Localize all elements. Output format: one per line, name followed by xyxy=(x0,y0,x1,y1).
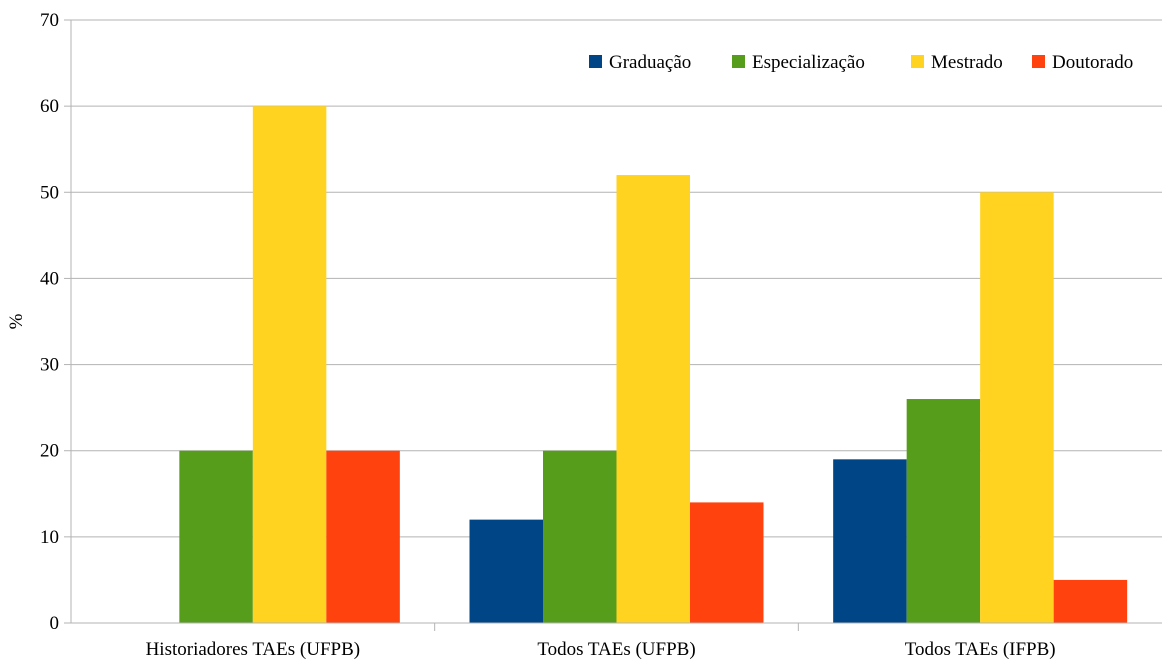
x-category-labels: Historiadores TAEs (UFPB) Todos TAEs (UFP… xyxy=(146,639,1056,660)
bar-graduação xyxy=(833,459,907,623)
y-tick-labels: 0 10 20 30 40 50 60 70 xyxy=(40,10,59,634)
x-category-label: Todos TAEs (IFPB) xyxy=(905,639,1056,660)
legend-item: Especialização xyxy=(732,52,865,73)
y-tick-label: 70 xyxy=(40,10,59,31)
y-tick-label: 60 xyxy=(40,96,59,117)
legend-swatch xyxy=(732,55,745,68)
bar-mestrado xyxy=(616,175,690,624)
y-axis-label: % xyxy=(6,313,27,329)
legend-item: Mestrado xyxy=(911,52,1003,73)
bar-especialização xyxy=(179,450,253,623)
x-category-label: Todos TAEs (UFPB) xyxy=(537,639,695,660)
legend-swatch xyxy=(589,55,602,68)
bar-doutorado xyxy=(1053,579,1128,623)
legend-swatch xyxy=(1032,55,1045,68)
legend-label: Graduação xyxy=(609,52,691,73)
legend-item: Doutorado xyxy=(1032,52,1133,73)
legend-label: Mestrado xyxy=(931,52,1003,73)
bar-mestrado xyxy=(252,106,327,623)
y-tick-label: 30 xyxy=(40,355,59,376)
legend-item: Graduação xyxy=(589,52,691,73)
x-category-label: Historiadores TAEs (UFPB) xyxy=(146,639,361,660)
y-tick-label: 50 xyxy=(40,182,59,203)
legend-label: Especialização xyxy=(752,52,865,73)
bar-doutorado xyxy=(326,450,400,623)
y-tick-label: 10 xyxy=(40,527,59,548)
y-tick-label: 40 xyxy=(40,268,59,289)
bar-mestrado xyxy=(980,192,1054,624)
bar-graduação xyxy=(469,519,543,623)
legend: Graduação Especialização Mestrado Doutorado xyxy=(589,52,1133,73)
bar-doutorado xyxy=(690,502,764,623)
axes xyxy=(64,19,1162,631)
bars xyxy=(179,106,1128,624)
y-tick-label: 20 xyxy=(40,441,59,462)
bar-especialização xyxy=(906,399,981,623)
legend-swatch xyxy=(911,55,924,68)
y-tick-label: 0 xyxy=(50,613,60,634)
legend-label: Doutorado xyxy=(1052,52,1133,73)
bar-especialização xyxy=(543,450,617,623)
